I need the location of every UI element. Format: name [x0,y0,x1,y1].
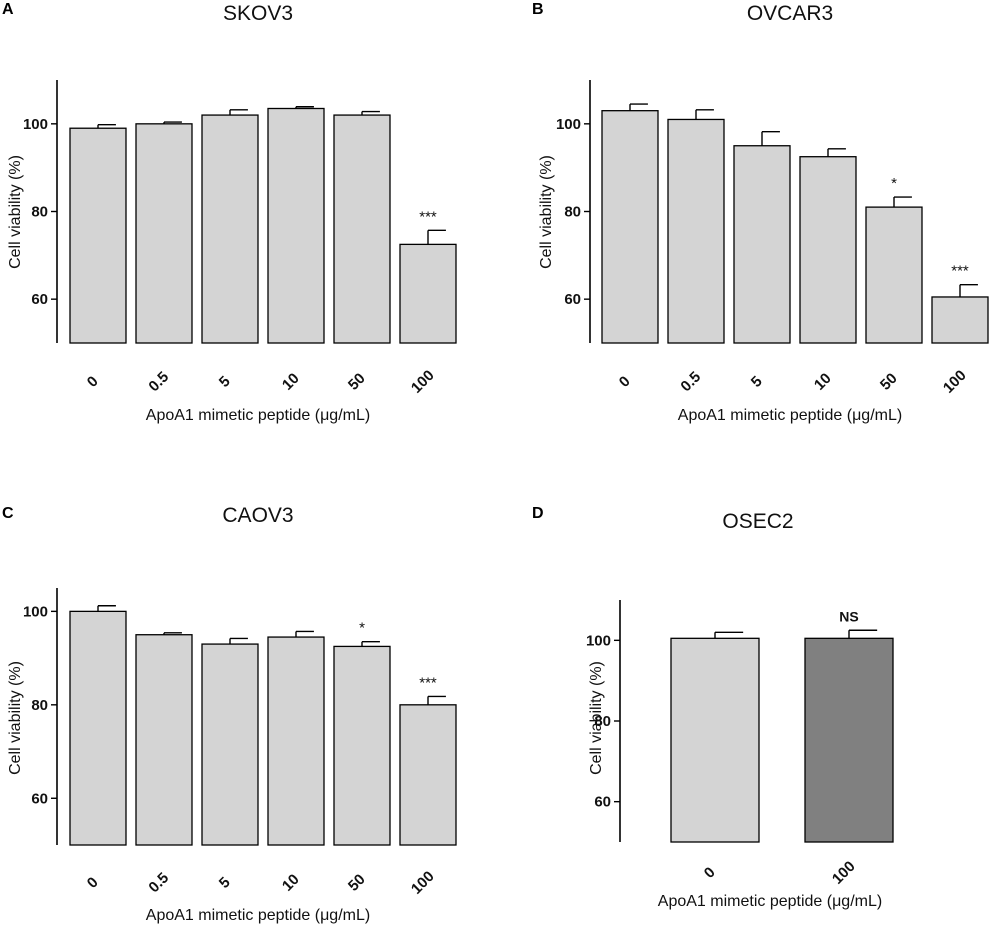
error-bar-a-0 [97,124,116,129]
error-bar-b-0 [629,103,648,111]
significance-d-100: NS [839,608,858,624]
x-axis-label-b: ApoA1 mimetic peptide (μg/mL) [678,407,902,424]
significance-b-50: * [891,175,897,192]
x-tick-label-a-100: 100 [408,367,438,397]
error-bar-c-0 [97,605,116,612]
bar-b-5 [733,145,791,344]
error-bar-b-0.5 [695,109,714,120]
y-axis-label-a: Cell viability (%) [7,155,24,269]
bar-c-10 [267,636,325,846]
y-tick-label-a-80: 80 [31,204,48,221]
chart-title-c: CAOV3 [222,504,293,527]
bar-b-100 [931,296,989,344]
bar-c-0 [69,610,127,846]
x-tick-label-c-0: 0 [84,874,102,892]
y-tick-label-c-100: 100 [23,603,48,620]
chart-title-a: SKOV3 [223,2,293,25]
x-tick-label-a-50: 50 [345,370,369,394]
panel-d: D OSEC2 60 80 100 Cell viability (%) 0 NS 100 Apo… [532,505,894,910]
bar-c-50 [333,645,391,846]
error-bar-a-100 [427,229,446,245]
chart-title-b: OVCAR3 [747,2,833,25]
bar-d-0 [670,637,760,843]
error-bar-d-0 [714,631,744,639]
x-tick-label-b-0: 0 [616,373,634,391]
y-axis-label-c: Cell viability (%) [7,661,24,775]
x-tick-label-b-50: 50 [877,370,901,394]
x-tick-label-d-100: 100 [829,858,859,888]
error-bar-a-0.5 [163,121,182,124]
y-tick-label-b-80: 80 [564,204,581,221]
bar-b-10 [799,156,857,344]
x-tick-label-b-100: 100 [940,367,970,397]
bar-a-10 [267,107,325,344]
error-bar-c-5 [229,637,248,645]
panel-c: C CAOV3 60 80 100 Cell viability (%) 0 0.5 5 10 * 5… [2,504,457,924]
x-tick-label-c-50: 50 [345,871,369,895]
x-tick-label-c-100: 100 [408,868,438,898]
y-axis-label-d: Cell viability (%) [588,661,605,775]
error-bar-b-50 [893,196,912,208]
x-tick-label-c-0.5: 0.5 [145,869,172,896]
bar-a-5 [201,114,259,344]
y-tick-label-a-60: 60 [31,291,48,308]
x-tick-label-b-10: 10 [811,370,835,394]
error-bar-d-100 [848,629,878,639]
bar-a-50 [333,114,391,344]
error-bar-c-0.5 [163,632,182,635]
panel-label-a: A [2,1,14,18]
error-bar-b-100 [959,284,978,297]
x-axis-label-a: ApoA1 mimetic peptide (μg/mL) [146,407,370,424]
y-tick-label-a-100: 100 [23,116,48,133]
y-tick-label-d-80: 80 [594,713,611,730]
x-axis-label-c: ApoA1 mimetic peptide (μg/mL) [146,907,370,924]
error-bar-b-5 [761,131,780,146]
significance-b-100: *** [951,263,969,280]
x-tick-label-c-10: 10 [279,871,303,895]
y-axis-label-b: Cell viability (%) [538,155,555,269]
x-tick-label-a-0.5: 0.5 [145,368,172,395]
error-bar-b-10 [827,148,846,157]
bar-b-50 [865,206,923,344]
panel-a: A SKOV3 60 80 100 Cell viability (%) 0 0.5 5 10 50… [2,1,457,424]
bar-a-100 [399,243,457,344]
x-tick-label-a-10: 10 [279,370,303,394]
x-tick-label-a-0: 0 [84,373,102,391]
panel-label-b: B [532,1,544,18]
x-tick-label-b-5: 5 [748,373,766,391]
error-bar-c-100 [427,695,446,705]
x-tick-label-b-0.5: 0.5 [677,368,704,395]
chart-title-d: OSEC2 [722,510,793,533]
y-tick-label-c-80: 80 [31,697,48,714]
y-tick-label-b-100: 100 [556,116,581,133]
panel-b: B OVCAR3 60 80 100 Cell viability (%) 0 0.5 5 10 *… [532,1,989,424]
y-tick-label-d-100: 100 [586,632,611,649]
error-bar-a-50 [361,110,380,116]
y-tick-label-c-60: 60 [31,790,48,807]
panel-label-d: D [532,505,544,522]
y-tick-label-d-60: 60 [594,794,611,811]
bar-b-0 [601,110,659,344]
error-bar-c-50 [361,641,380,647]
x-tick-label-c-5: 5 [216,874,234,892]
x-axis-label-d: ApoA1 mimetic peptide (μg/mL) [658,893,882,910]
error-bar-c-10 [295,630,314,638]
significance-c-50: * [359,620,365,637]
significance-a-100: *** [419,208,437,225]
bar-a-0 [69,127,127,344]
error-bar-a-10 [295,106,314,109]
error-bar-a-5 [229,109,248,116]
x-tick-label-d-0: 0 [701,864,719,882]
bar-b-0.5 [667,118,725,344]
bar-d-100 [804,637,894,843]
bar-c-5 [201,643,259,846]
bar-c-0.5 [135,634,193,846]
bar-c-100 [399,704,457,846]
x-tick-label-a-5: 5 [216,373,234,391]
significance-c-100: *** [419,674,437,691]
bar-a-0.5 [135,123,193,344]
panel-label-c: C [2,505,14,522]
y-tick-label-b-60: 60 [564,291,581,308]
